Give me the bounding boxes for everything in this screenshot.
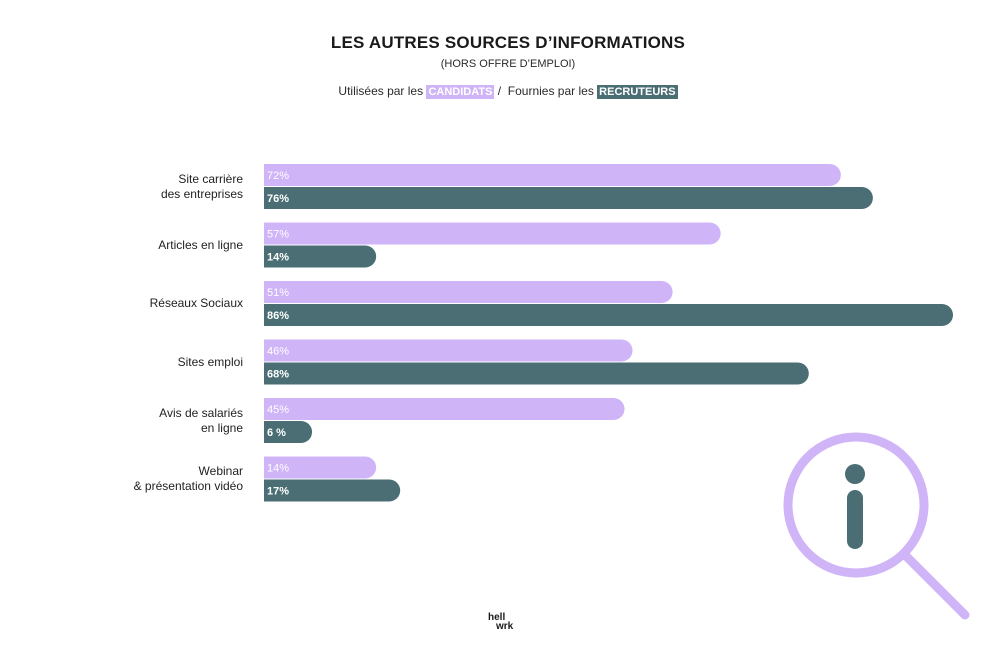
data-label-recruteurs: 76% xyxy=(267,193,289,205)
logo-line-1: hell xyxy=(488,612,506,623)
category-label: Webinar & présentation vidéo xyxy=(23,464,243,494)
bar-recruteurs xyxy=(264,479,401,502)
magnifier-handle xyxy=(901,551,970,620)
bar-candidats xyxy=(264,339,633,362)
category-label: Avis de salariés en ligne xyxy=(23,406,243,436)
magnifier-lens xyxy=(783,432,929,578)
data-label-candidats: 72% xyxy=(267,170,289,182)
chart-title: LES AUTRES SOURCES D’INFORMATIONS xyxy=(330,33,686,52)
legend-candidats-prefix: Utilisées par les xyxy=(338,84,424,98)
category-label-line: Site carrière xyxy=(178,171,243,186)
category-label-line: des entreprises xyxy=(160,186,243,201)
data-label-candidats: 46% xyxy=(267,346,289,358)
bar-recruteurs xyxy=(264,421,313,443)
legend-recruteurs-tag: RECRUTEURS xyxy=(597,85,678,99)
data-label-recruteurs: 14% xyxy=(267,252,289,264)
bar-candidats xyxy=(264,398,625,420)
bar-recruteurs xyxy=(264,362,809,385)
legend-recruteurs-prefix: Fournies par les xyxy=(507,84,594,98)
data-label-recruteurs: 17% xyxy=(267,486,289,498)
category-label-line: en ligne xyxy=(200,420,243,435)
data-label-recruteurs: 68% xyxy=(267,369,289,381)
category-label: Site carrière des entreprises xyxy=(23,172,243,202)
data-label-candidats: 14% xyxy=(267,463,289,475)
data-label-candidats: 57% xyxy=(267,229,289,241)
data-label-candidats: 51% xyxy=(267,287,289,299)
bar-candidats xyxy=(264,281,673,303)
bar-candidats xyxy=(264,164,841,186)
category-label: Articles en ligne xyxy=(23,238,243,253)
hellowork-logo: hell wrk xyxy=(488,612,514,632)
category-label-line: Sites emploi xyxy=(177,354,243,369)
data-label-recruteurs: 6 % xyxy=(267,427,286,439)
category-label-line: Articles en ligne xyxy=(158,237,243,252)
category-label-line: Réseaux Sociaux xyxy=(149,296,243,310)
legend-separator: / xyxy=(497,84,502,98)
legend-candidats-tag: CANDIDATS xyxy=(426,85,495,99)
bar-candidats xyxy=(264,222,721,245)
category-label-line: Webinar xyxy=(198,464,243,478)
data-label-candidats: 45% xyxy=(267,404,289,416)
bar-recruteurs xyxy=(264,245,377,268)
category-label-line: Avis de salariés xyxy=(159,405,243,420)
data-label-recruteurs: 86% xyxy=(267,310,289,322)
legend: Utilisées par les CANDIDATS / Fournies p… xyxy=(0,84,1000,99)
category-label-line: & présentation vidéo xyxy=(133,479,243,493)
bar-candidats xyxy=(264,456,377,479)
logo-line-2: wrk xyxy=(496,621,514,632)
category-label: Réseaux Sociaux xyxy=(23,296,243,311)
category-label: Sites emploi xyxy=(23,355,243,370)
bar-recruteurs xyxy=(264,304,953,326)
info-dot-icon xyxy=(845,464,865,484)
bar-recruteurs xyxy=(264,187,873,209)
chart-subtitle: (HORS OFFRE D’EMPLOI) xyxy=(440,58,576,70)
